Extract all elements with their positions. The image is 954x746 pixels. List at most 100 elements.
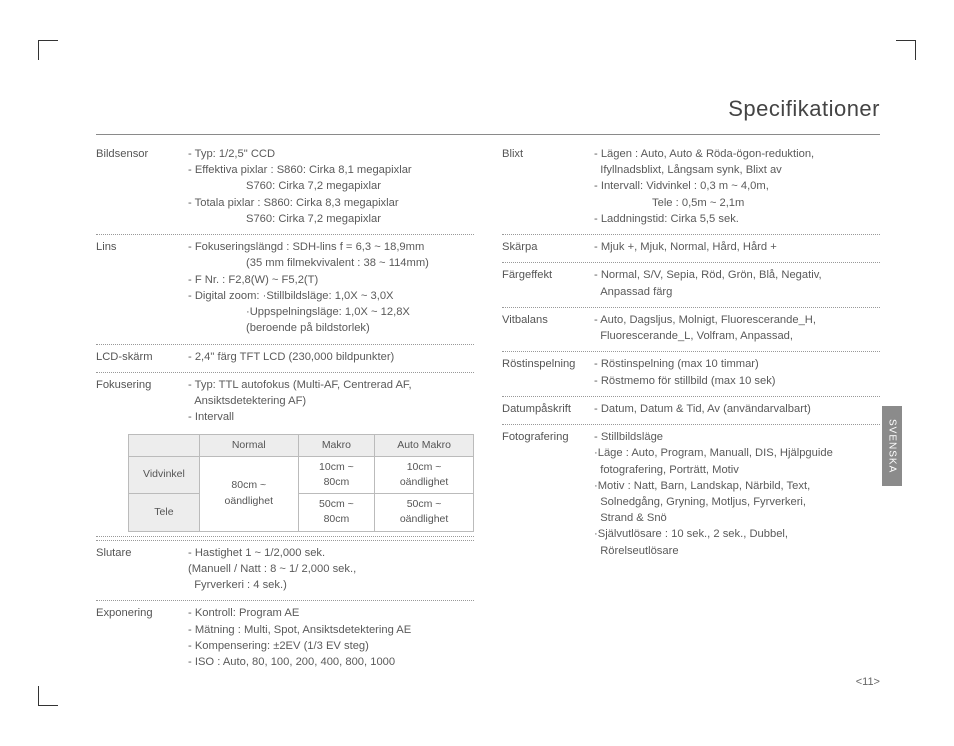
spec-label: Blixt: [502, 146, 594, 227]
spec-line: - Röstmemo för stillbild (max 10 sek): [594, 373, 880, 389]
spec-line: Fyrverkeri : 4 sek.): [188, 577, 474, 593]
spec-value: - Typ: 1/2,5" CCD- Effektiva pixlar : S8…: [188, 146, 474, 227]
spec-line: - Datum, Datum & Tid, Av (användarvalbar…: [594, 401, 880, 417]
spec-label: Vitbalans: [502, 312, 594, 344]
spec-line: Ansiktsdetektering AF): [188, 393, 474, 409]
spec-row: Fotografering- Stillbildsläge·Läge : Aut…: [502, 427, 880, 563]
spec-line: (beroende på bildstorlek): [188, 320, 474, 336]
table-cell: 10cm ~ oändlighet: [375, 456, 474, 493]
spec-label: Bildsensor: [96, 146, 188, 227]
page-number: <11>: [856, 676, 880, 688]
spec-line: - Auto, Dagsljus, Molnigt, Fluorescerand…: [594, 312, 880, 328]
spec-line: Ifyllnadsblixt, Långsam synk, Blixt av: [594, 162, 880, 178]
spec-value: - Stillbildsläge·Läge : Auto, Program, M…: [594, 429, 880, 559]
spec-line: - Kompensering: ±2EV (1/3 EV steg): [188, 638, 474, 654]
divider: [502, 424, 880, 425]
divider: [96, 540, 474, 541]
spec-line: S760: Cirka 7,2 megapixlar: [188, 178, 474, 194]
crop-mark: [915, 40, 916, 60]
spec-line: ·Uppspelningsläge: 1,0X ~ 12,8X: [188, 304, 474, 320]
spec-value: - Fokuseringslängd : SDH-lins f = 6,3 ~ …: [188, 239, 474, 336]
table-cell: 50cm ~ oändlighet: [375, 494, 474, 531]
column-right: Blixt- Lägen : Auto, Auto & Röda-ögon-re…: [502, 144, 880, 674]
crop-mark: [38, 40, 39, 60]
spec-label: Datumpåskrift: [502, 401, 594, 417]
table-header: Makro: [298, 434, 374, 456]
divider: [96, 600, 474, 601]
spec-label: Färgeffekt: [502, 267, 594, 299]
divider: [502, 396, 880, 397]
spec-line: S760: Cirka 7,2 megapixlar: [188, 211, 474, 227]
divider: [502, 262, 880, 263]
page-title: Specifikationer: [728, 96, 880, 122]
spec-row: Blixt- Lägen : Auto, Auto & Röda-ögon-re…: [502, 144, 880, 231]
divider: [96, 372, 474, 373]
spec-value: - Hastighet 1 ~ 1/2,000 sek. (Manuell / …: [188, 545, 474, 594]
spec-row: Fokusering- Typ: TTL autofokus (Multi-AF…: [96, 375, 474, 430]
spec-row: Bildsensor- Typ: 1/2,5" CCD- Effektiva p…: [96, 144, 474, 231]
spec-line: - Intervall: [188, 409, 474, 425]
spec-value: - Röstinspelning (max 10 timmar)- Röstme…: [594, 356, 880, 388]
table-header: Auto Makro: [375, 434, 474, 456]
spec-label: Lins: [96, 239, 188, 336]
spec-line: - Intervall: Vidvinkel : 0,3 m ~ 4,0m,: [594, 178, 880, 194]
spec-line: - Mätning : Multi, Spot, Ansiktsdetekter…: [188, 622, 474, 638]
spec-line: Solnedgång, Gryning, Motljus, Fyrverkeri…: [594, 494, 880, 510]
spec-line: - Totala pixlar : S860: Cirka 8,3 megapi…: [188, 195, 474, 211]
spec-value: - Lägen : Auto, Auto & Röda-ögon-redukti…: [594, 146, 880, 227]
spec-line: (Manuell / Natt : 8 ~ 1/ 2,000 sek.,: [188, 561, 474, 577]
spec-label: Exponering: [96, 605, 188, 670]
spec-line: Anpassad färg: [594, 284, 880, 300]
crop-mark: [896, 40, 916, 41]
spec-line: (35 mm filmekvivalent : 38 ~ 114mm): [188, 255, 474, 271]
language-tab: SVENSKA: [882, 406, 902, 486]
spec-value: - Datum, Datum & Tid, Av (användarvalbar…: [594, 401, 880, 417]
page-content: Specifikationer SVENSKA Bildsensor- Typ:…: [96, 96, 880, 686]
spec-value: - Kontroll: Program AE- Mätning : Multi,…: [188, 605, 474, 670]
spec-line: - Hastighet 1 ~ 1/2,000 sek.: [188, 545, 474, 561]
crop-mark: [38, 40, 58, 41]
spec-row: Röstinspelning- Röstinspelning (max 10 t…: [502, 354, 880, 392]
spec-label: Fotografering: [502, 429, 594, 559]
table-cell: 80cm ~ oändlighet: [199, 456, 298, 531]
divider: [502, 307, 880, 308]
focus-table: NormalMakroAuto Makro Vidvinkel80cm ~ oän…: [128, 434, 474, 532]
spec-row: LCD-skärm- 2,4" färg TFT LCD (230,000 bi…: [96, 347, 474, 369]
divider: [502, 351, 880, 352]
spec-line: ·Motiv : Natt, Barn, Landskap, Närbild, …: [594, 478, 880, 494]
table-row-header: Tele: [129, 494, 200, 531]
table-row-header: Vidvinkel: [129, 456, 200, 493]
spec-row: Exponering- Kontroll: Program AE- Mätnin…: [96, 603, 474, 674]
spec-label: Skärpa: [502, 239, 594, 255]
spec-line: ·Självutlösare : 10 sek., 2 sek., Dubbel…: [594, 526, 880, 542]
spec-label: Röstinspelning: [502, 356, 594, 388]
column-left: Bildsensor- Typ: 1/2,5" CCD- Effektiva p…: [96, 144, 474, 674]
spec-label: LCD-skärm: [96, 349, 188, 365]
spec-value: - Typ: TTL autofokus (Multi-AF, Centrera…: [188, 377, 474, 426]
spec-value: - Normal, S/V, Sepia, Röd, Grön, Blå, Ne…: [594, 267, 880, 299]
title-rule: [96, 134, 880, 135]
spec-row: Slutare- Hastighet 1 ~ 1/2,000 sek. (Man…: [96, 543, 474, 598]
spec-label: Fokusering: [96, 377, 188, 426]
spec-row: Datumpåskrift- Datum, Datum & Tid, Av (a…: [502, 399, 880, 421]
divider: [96, 344, 474, 345]
table-header: Normal: [199, 434, 298, 456]
spec-line: - Fokuseringslängd : SDH-lins f = 6,3 ~ …: [188, 239, 474, 255]
spec-line: - Mjuk +, Mjuk, Normal, Hård, Hård +: [594, 239, 880, 255]
spec-line: - Typ: 1/2,5" CCD: [188, 146, 474, 162]
spec-line: Rörelseutlösare: [594, 543, 880, 559]
spec-value: - 2,4" färg TFT LCD (230,000 bildpunkter…: [188, 349, 474, 365]
spec-line: - Lägen : Auto, Auto & Röda-ögon-redukti…: [594, 146, 880, 162]
spec-line: fotografering, Porträtt, Motiv: [594, 462, 880, 478]
spec-line: - Röstinspelning (max 10 timmar): [594, 356, 880, 372]
crop-mark: [38, 686, 39, 706]
table-cell: 10cm ~ 80cm: [298, 456, 374, 493]
spec-value: - Auto, Dagsljus, Molnigt, Fluorescerand…: [594, 312, 880, 344]
crop-mark: [38, 705, 58, 706]
spec-line: - Digital zoom: ·Stillbildsläge: 1,0X ~ …: [188, 288, 474, 304]
spec-label: Slutare: [96, 545, 188, 594]
spec-row: Lins- Fokuseringslängd : SDH-lins f = 6,…: [96, 237, 474, 340]
spec-row: Färgeffekt- Normal, S/V, Sepia, Röd, Grö…: [502, 265, 880, 303]
spec-line: - Effektiva pixlar : S860: Cirka 8,1 meg…: [188, 162, 474, 178]
columns: Bildsensor- Typ: 1/2,5" CCD- Effektiva p…: [96, 144, 880, 674]
